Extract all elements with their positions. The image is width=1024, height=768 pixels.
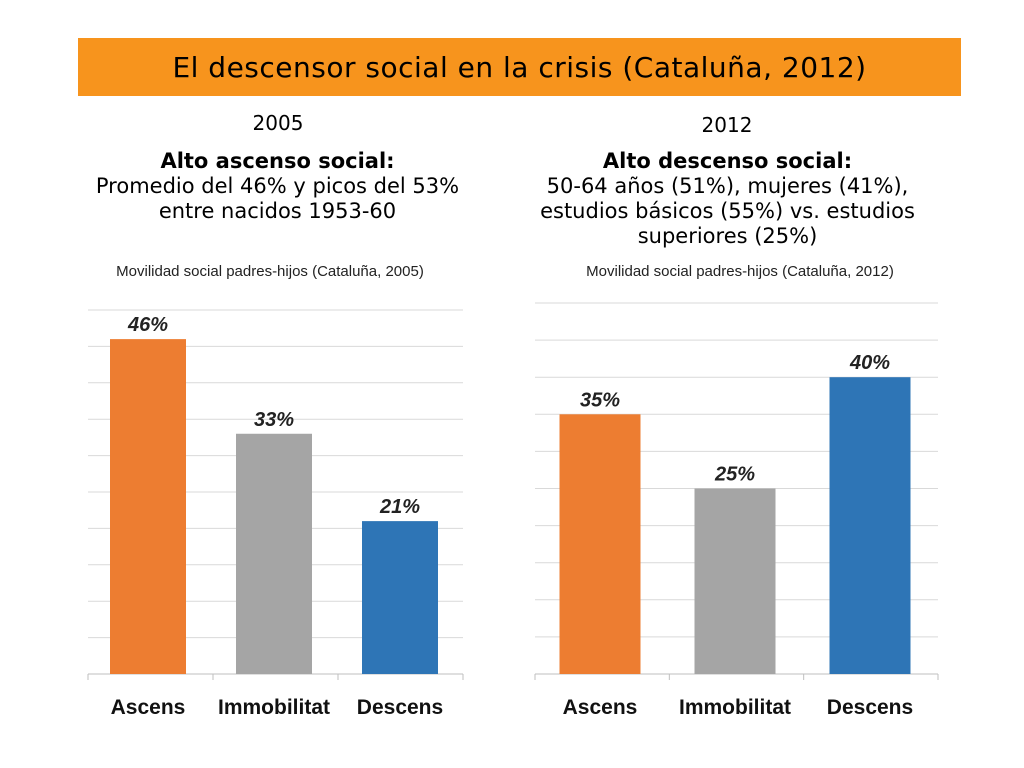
data-label: 25% <box>714 464 755 486</box>
bar-ascens <box>559 414 641 674</box>
data-label: 35% <box>580 389 620 411</box>
x-tick-label: Ascens <box>563 696 638 719</box>
x-tick-label: Immobilitat <box>218 696 330 719</box>
left-year: 2005 <box>252 111 304 135</box>
bar-immobilitat <box>694 488 776 674</box>
right-summary: Alto descenso social: 50-64 años (51%), … <box>505 149 950 249</box>
x-tick-label: Descens <box>827 696 913 719</box>
page-title: El descensor social en la crisis (Catalu… <box>172 50 867 84</box>
right-summary-body: 50-64 años (51%), mujeres (41%), estudio… <box>540 174 915 248</box>
x-tick-label: Ascens <box>111 696 186 719</box>
chart-title-2012: Movilidad social padres-hijos (Cataluña,… <box>586 263 894 280</box>
bar-descens <box>362 521 438 674</box>
left-summary-heading: Alto ascenso social: <box>160 149 395 173</box>
right-year: 2012 <box>701 113 753 137</box>
data-label: 40% <box>849 352 890 374</box>
data-label: 33% <box>254 409 294 431</box>
data-label: 46% <box>127 314 168 336</box>
chart-title-2005: Movilidad social padres-hijos (Cataluña,… <box>116 263 424 280</box>
right-summary-heading: Alto descenso social: <box>602 149 853 173</box>
bar-descens <box>829 377 911 674</box>
title-banner: El descensor social en la crisis (Catalu… <box>78 38 961 96</box>
left-summary-body: Promedio del 46% y picos del 53% entre n… <box>95 174 460 223</box>
bar-ascens <box>110 339 186 674</box>
bar-immobilitat <box>236 433 312 674</box>
left-summary: Alto ascenso social: Promedio del 46% y … <box>90 149 465 224</box>
x-tick-label: Immobilitat <box>679 696 791 719</box>
x-tick-label: Descens <box>357 696 443 719</box>
data-label: 21% <box>379 496 420 518</box>
